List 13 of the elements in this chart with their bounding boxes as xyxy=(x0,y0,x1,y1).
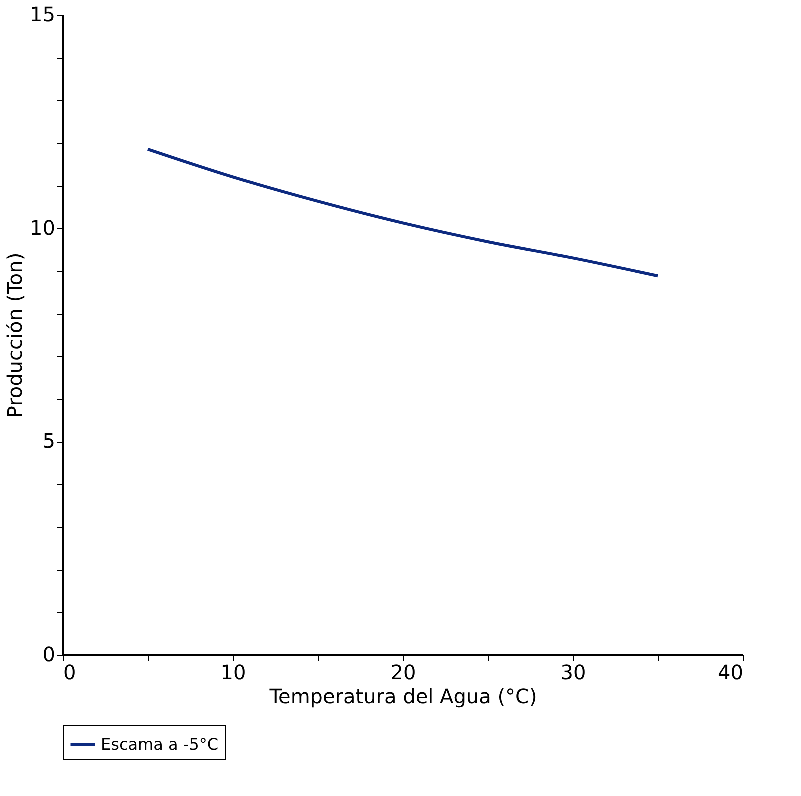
x-axis-title: Temperatura del Agua (°C) xyxy=(268,684,538,708)
y-tick-label: 15 xyxy=(30,2,56,26)
x-tick-label: 30 xyxy=(560,660,586,684)
y-tick-label: 10 xyxy=(30,216,56,240)
x-tick-label: 10 xyxy=(220,660,246,684)
y-axis-title: Producción (Ton) xyxy=(3,252,28,418)
x-tick-label: 40 xyxy=(718,660,744,684)
y-tick-label: 5 xyxy=(42,429,56,454)
legend-label: Escama a -5°C xyxy=(101,735,219,754)
x-tick-label: 0 xyxy=(64,660,76,684)
line-series xyxy=(146,148,660,278)
y-tick-label: 0 xyxy=(42,642,56,666)
x-tick-label: 20 xyxy=(390,660,416,684)
